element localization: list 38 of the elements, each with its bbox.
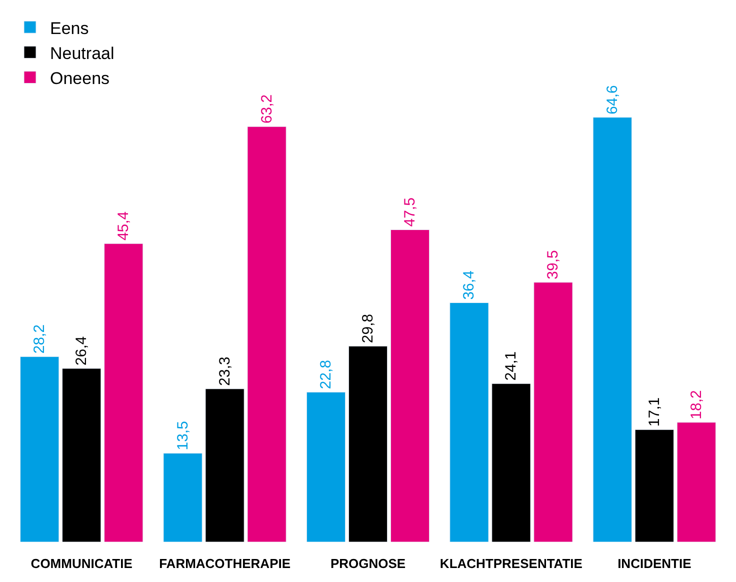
bar (592, 117, 632, 542)
data-label: 28,2 (31, 324, 48, 354)
data-label: 47,5 (402, 198, 419, 227)
data-label: 29,8 (360, 314, 376, 344)
bar (634, 429, 674, 542)
bar (20, 356, 60, 542)
bar (306, 392, 346, 542)
data-label: 13,5 (174, 421, 192, 450)
legend-label: Oneens (50, 68, 110, 88)
data-label: 39,5 (544, 250, 562, 280)
legend-label: Eens (50, 18, 89, 38)
x-tick-label: INCIDENTIE (618, 556, 692, 571)
bar (450, 302, 489, 542)
data-label: 63,2 (258, 94, 276, 124)
bar (163, 453, 202, 542)
x-tick-label: KLACHTPRESENTATIE (440, 556, 583, 571)
data-label: 36,4 (460, 270, 478, 300)
legend-label: Neutraal (50, 44, 114, 63)
data-label: 24,1 (502, 351, 520, 381)
bar (348, 346, 388, 542)
bar (534, 282, 573, 542)
x-tick-label: FARMACOTHERAPIE (159, 556, 291, 571)
data-label: 22,8 (317, 360, 334, 390)
x-tick-label: PROGNOSE (330, 556, 406, 571)
bar (247, 126, 286, 542)
data-label: 26,4 (73, 336, 90, 366)
bar (205, 388, 244, 542)
data-label: 18,2 (688, 390, 705, 420)
bar (390, 230, 430, 542)
data-label: 45,4 (115, 211, 132, 241)
bar (492, 383, 531, 542)
data-label: 64,6 (604, 85, 621, 114)
bar (676, 422, 716, 542)
bar (62, 368, 102, 542)
data-label: 17,1 (646, 397, 663, 427)
data-label: 23,3 (216, 356, 234, 386)
bar (104, 243, 144, 542)
x-tick-label: COMMUNICATIE (30, 556, 133, 571)
